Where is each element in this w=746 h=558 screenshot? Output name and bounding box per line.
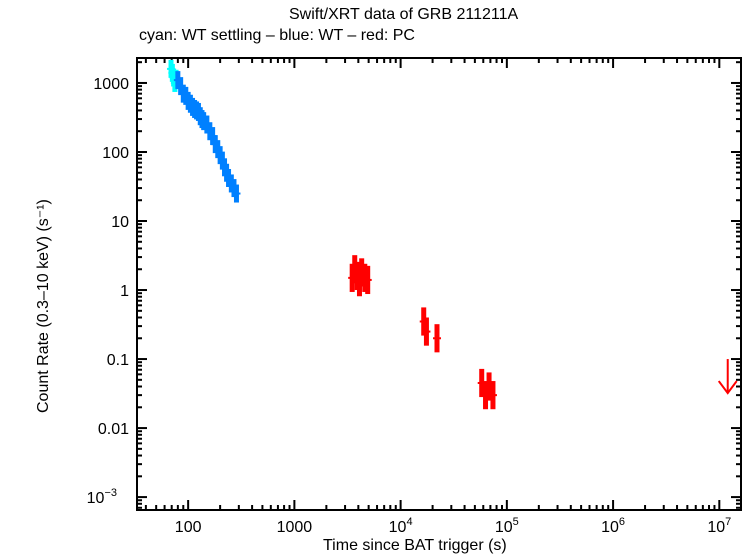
y-tick-label: 100 xyxy=(102,145,129,162)
x-tick-label: 1000 xyxy=(277,519,313,536)
plot-frame xyxy=(136,57,742,511)
chart-title: Swift/XRT data of GRB 211211A xyxy=(289,6,519,23)
x-tick-label: 104 xyxy=(389,516,413,536)
x-tick-label: 107 xyxy=(707,516,731,536)
y-tick-label: 0.1 xyxy=(107,352,129,369)
x-tick-label: 106 xyxy=(601,516,625,536)
x-tick-label: 105 xyxy=(495,516,519,536)
y-tick-label: 1 xyxy=(120,283,129,300)
x-tick-label: 100 xyxy=(175,519,202,536)
y-tick-label: 10−3 xyxy=(87,487,117,507)
y-tick-label: 10 xyxy=(111,214,129,231)
y-tick-label: 0.01 xyxy=(98,421,129,438)
chart-subtitle: cyan: WT settling – blue: WT – red: PC xyxy=(139,27,415,44)
upper-limit-arrowhead xyxy=(717,380,738,395)
y-tick-label: 1000 xyxy=(93,76,129,93)
x-axis-label: Time since BAT trigger (s) xyxy=(323,537,507,554)
